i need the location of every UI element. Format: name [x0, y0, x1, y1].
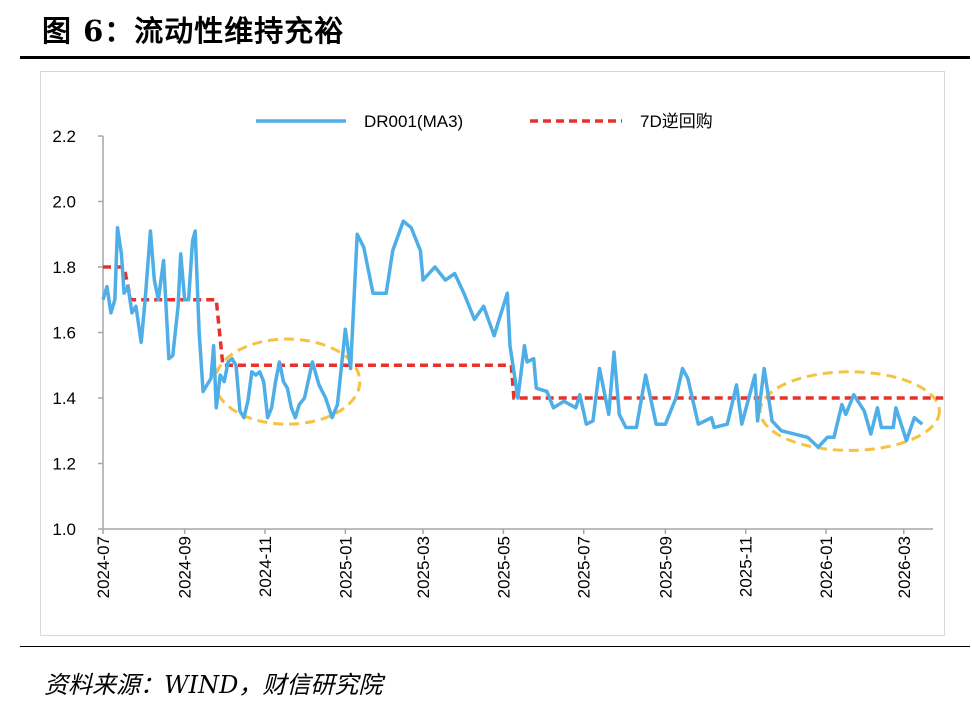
highlight-ellipse	[758, 370, 941, 452]
y-tick-label: 2.2	[52, 127, 76, 146]
x-tick-label: 2025-05	[494, 536, 513, 598]
series-line-dr001	[101, 219, 924, 449]
top-rule	[20, 56, 970, 59]
x-tick-label: 2025-11	[737, 536, 756, 597]
legend-label-dr001: DR001(MA3)	[364, 112, 463, 131]
x-tick-label: 2025-07	[575, 536, 594, 598]
bottom-rule	[20, 646, 970, 647]
chart-frame	[40, 71, 945, 636]
y-tick-label: 2.0	[52, 193, 76, 212]
figure-title: 图 6：流动性维持充裕	[42, 14, 345, 48]
x-tick-label: 2026-03	[895, 536, 914, 598]
x-tick-label: 2024-07	[94, 536, 113, 598]
x-tick-label: 2024-11	[256, 536, 275, 597]
x-tick-label: 2025-01	[336, 536, 355, 598]
legend-label-7d-repo: 7D逆回购	[640, 112, 713, 131]
x-tick-label: 2024-09	[176, 536, 195, 598]
series-line-7d-reverse-repo	[103, 265, 944, 400]
x-tick-label: 2025-03	[414, 536, 433, 598]
y-tick-label: 1.6	[52, 324, 76, 343]
x-tick-label: 2026-01	[817, 536, 836, 598]
x-tick-label: 2025-09	[656, 536, 675, 598]
y-tick-label: 1.0	[52, 520, 76, 539]
y-tick-label: 1.8	[52, 258, 76, 277]
y-tick-label: 1.2	[52, 455, 76, 474]
y-tick-label: 1.4	[52, 389, 76, 408]
source-note: 资料来源：WIND，财信研究院	[44, 671, 383, 699]
